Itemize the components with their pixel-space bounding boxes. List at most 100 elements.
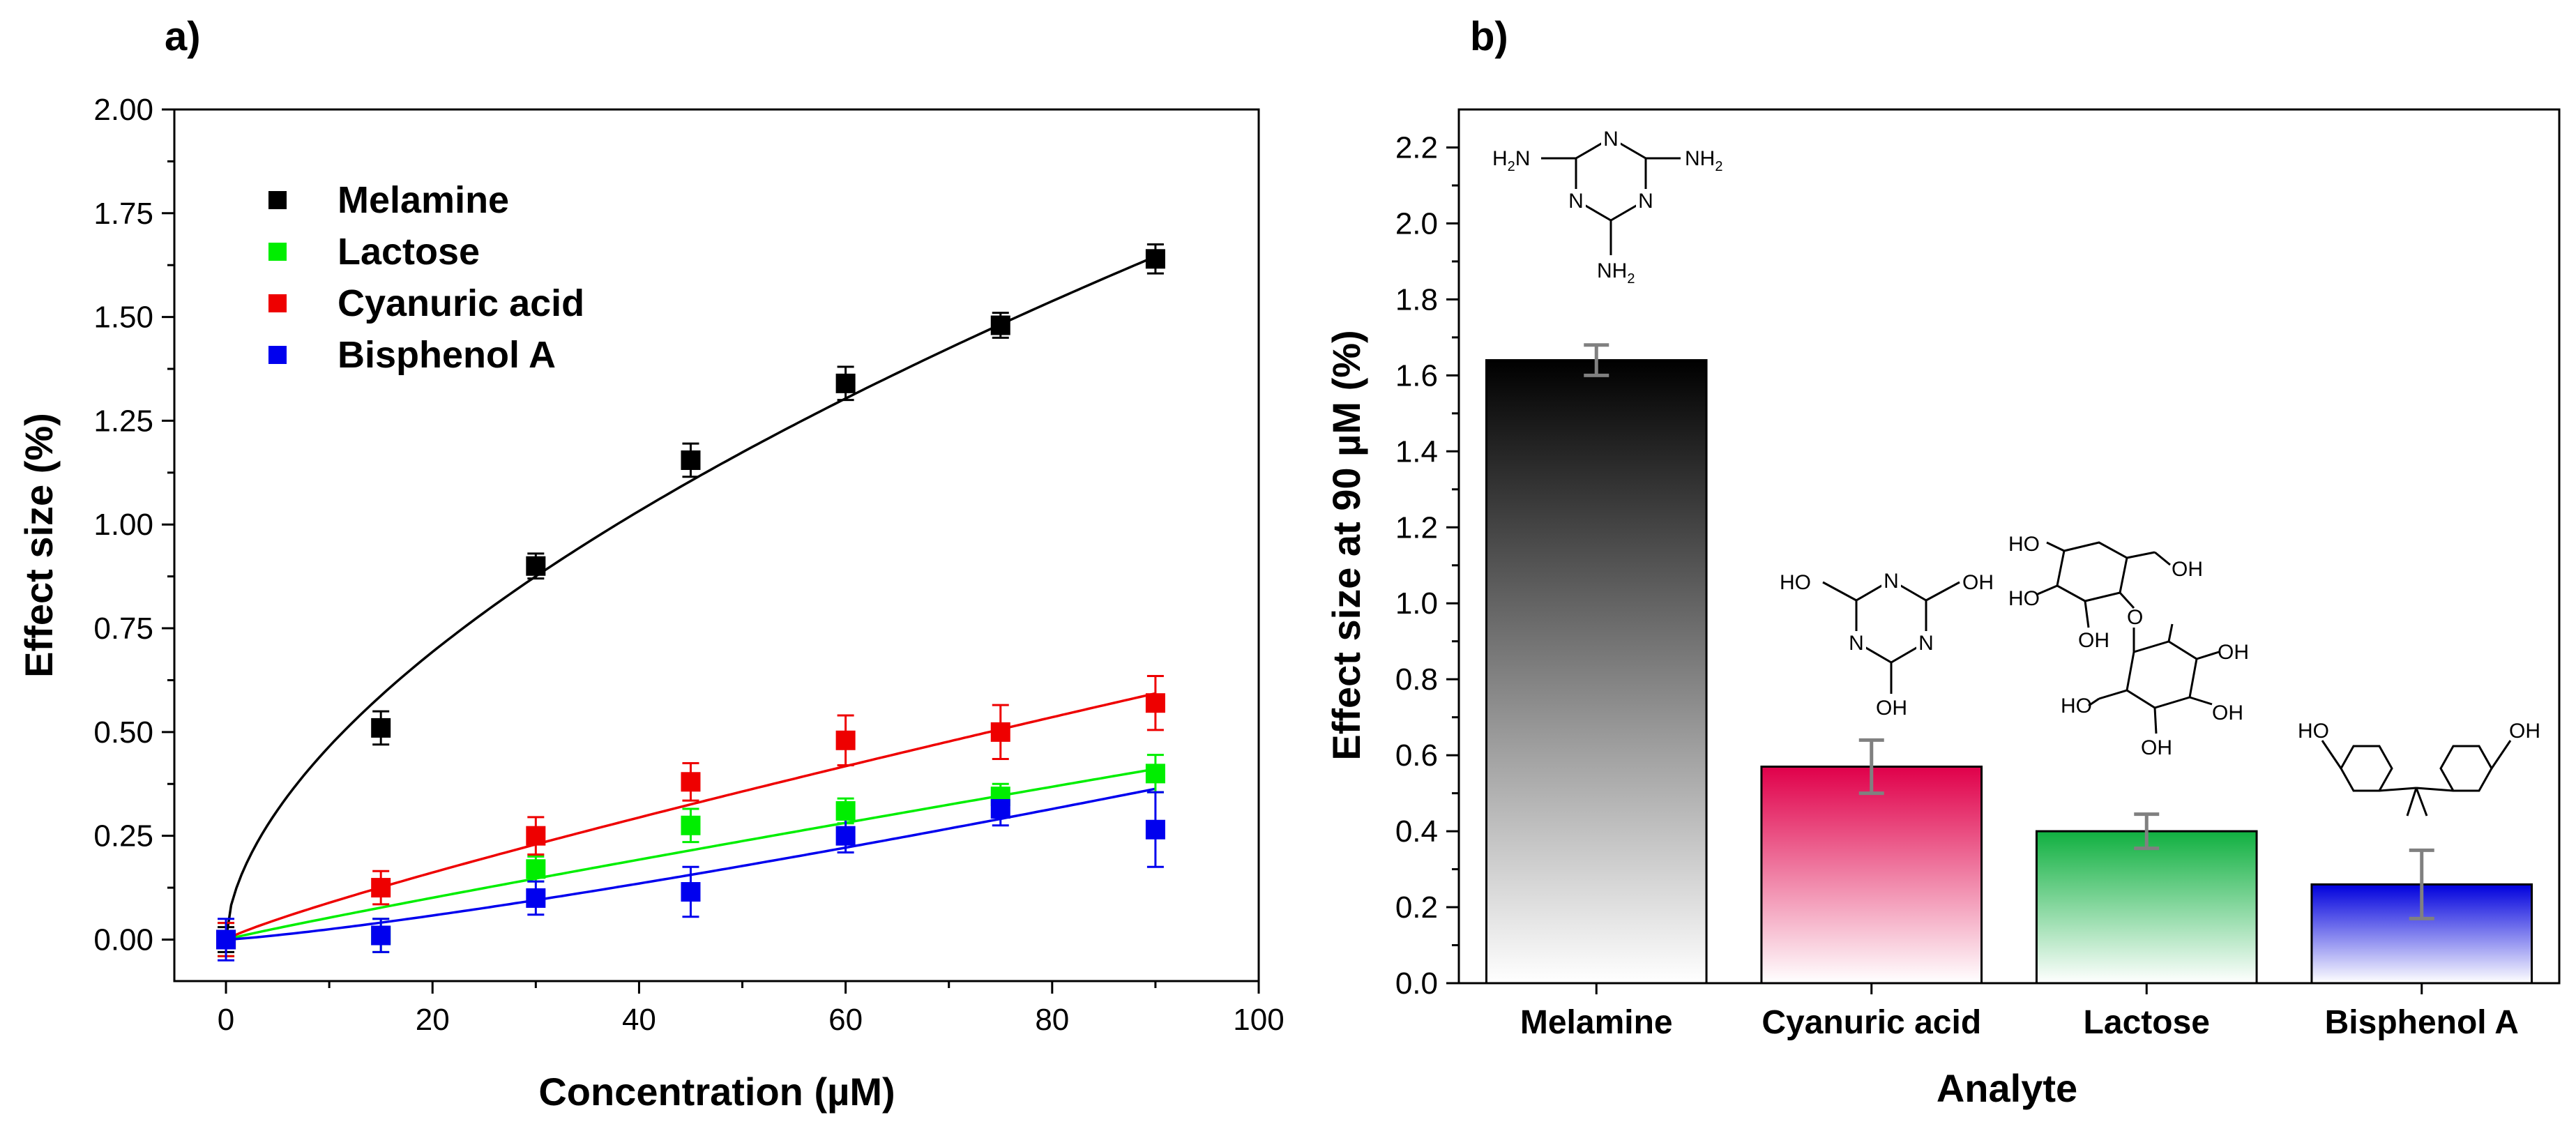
lactose-oh-2: OH [2078, 629, 2109, 652]
panel-b-label: b) [1470, 14, 1508, 59]
x-tick-label-0: 0 [218, 1003, 234, 1037]
b-y-tick-label-5: 1.0 [1395, 586, 1438, 621]
point-melamine-30 [526, 556, 546, 576]
b-y-tick-label-10: 2.0 [1395, 206, 1438, 241]
bisphenol-a-atom-labels: HO OH [2298, 720, 2540, 743]
y-tick-label-2: 0.50 [93, 715, 153, 750]
panel-a: a) 0 20 40 60 80 100 0.00 0.25 0.50 0.75 1.00 1.25 1… [17, 14, 1285, 1114]
legend-marker-bisphenol-a [268, 346, 287, 364]
melamine-ring-n-top: N [1603, 128, 1619, 151]
y-tick-label-7: 1.75 [93, 197, 153, 231]
b-y-tick-label-2: 0.4 [1395, 814, 1438, 849]
cyanuric-acid-atom-labels: N N N HO OH OH [1780, 569, 1994, 720]
point-lactose-90 [1145, 764, 1165, 784]
lactose-oh-1: OH [2172, 558, 2203, 581]
melamine-structure [1541, 137, 1681, 255]
panel-a-data-points [216, 249, 1165, 950]
b-y-tick-label-8: 1.6 [1395, 358, 1438, 393]
y-tick-label-5: 1.25 [93, 404, 153, 438]
cyanuric-oh-right: OH [1962, 571, 1994, 594]
bar-cyanuric-acid [1760, 765, 1983, 985]
point-bisphenol-a-90 [1145, 819, 1165, 840]
b-y-tick-label-0: 0.0 [1395, 966, 1438, 1001]
panel-b: b) 0.0 0.2 0.4 0.6 0.8 1.0 1.2 1.4 1.6 1.8 2.0 2.2 M… [1324, 14, 2561, 1110]
point-bisphenol-a-0 [216, 929, 236, 950]
melamine-ring-n-right: N [1638, 190, 1653, 213]
bar-melamine [1485, 359, 1708, 985]
point-cyanuric-acid-75 [990, 722, 1010, 742]
legend-marker-cyanuric-acid [268, 294, 287, 312]
panel-b-y-axis-title: Effect size at 90 µM (%) [1324, 330, 1368, 760]
cyanuric-ring-n-right: N [1918, 632, 1934, 655]
panel-b-bars [1485, 359, 2533, 985]
b-y-tick-label-9: 1.8 [1395, 282, 1438, 317]
point-melamine-60 [835, 373, 856, 393]
cyanuric-acid-structure [1822, 579, 1960, 694]
x-tick-label-80: 80 [1035, 1003, 1069, 1037]
point-bisphenol-a-45 [681, 882, 701, 902]
panel-a-plot-frame [173, 108, 1260, 982]
bar-lactose [2035, 830, 2258, 985]
y-tick-label-0: 0.00 [93, 923, 153, 957]
legend-label-bisphenol-a: Bisphenol A [338, 334, 556, 376]
x-tick-label-40: 40 [622, 1003, 656, 1037]
cyanuric-oh-bottom: OH [1876, 697, 1907, 720]
cyanuric-ring-n-left: N [1849, 632, 1864, 655]
lactose-oh-5: OH [2141, 736, 2172, 759]
panel-b-ticks: 0.0 0.2 0.4 0.6 0.8 1.0 1.2 1.4 1.6 1.8 2.0 2.2 Mela… [1395, 130, 2519, 1041]
melamine-nh2-bottom: NH2 [1597, 259, 1635, 287]
b-y-tick-label-6: 1.2 [1395, 510, 1438, 545]
panel-a-label: a) [165, 14, 201, 59]
x-tick-label-100: 100 [1233, 1003, 1284, 1037]
legend-label-cyanuric-acid: Cyanuric acid [338, 282, 584, 324]
bar-error-lactose [2134, 812, 2160, 851]
point-bisphenol-a-60 [835, 826, 856, 846]
legend-marker-melamine [268, 191, 287, 209]
point-melamine-15 [371, 718, 391, 738]
b-y-tick-label-3: 0.6 [1395, 738, 1438, 773]
melamine-h2n-left: H2N [1492, 147, 1530, 174]
lactose-ho-1: HO [2008, 533, 2040, 556]
bar-error-cyanuric-acid [1858, 738, 1884, 796]
y-tick-label-4: 1.00 [93, 508, 153, 542]
lactose-oh-3: OH [2218, 641, 2249, 664]
category-label-cyanuric-acid: Cyanuric acid [1761, 1004, 1981, 1041]
lactose-ho-3: HO [2061, 694, 2092, 718]
point-bisphenol-a-75 [990, 798, 1010, 819]
lactose-o-1: O [2127, 606, 2143, 629]
cyanuric-ring-n-top: N [1884, 570, 1899, 593]
bar-error-melamine [1584, 343, 1609, 377]
point-melamine-45 [681, 450, 701, 470]
point-lactose-45 [681, 815, 701, 835]
y-tick-label-1: 0.25 [93, 819, 153, 853]
point-lactose-30 [526, 859, 546, 879]
y-tick-label-3: 0.75 [93, 612, 153, 646]
panel-a-legend: Melamine Lactose Cyanuric acid Bisphenol… [268, 179, 584, 376]
panel-b-plot-frame [1457, 108, 2561, 985]
lactose-oh-4: OH [2212, 701, 2243, 724]
legend-label-melamine: Melamine [338, 179, 509, 221]
point-cyanuric-acid-60 [835, 730, 856, 750]
category-label-bisphenol-a: Bisphenol A [2325, 1004, 2519, 1041]
point-lactose-60 [835, 800, 856, 821]
panel-a-ticks: 0 20 40 60 80 100 0.00 0.25 0.50 0.75 1.00 1.25 1.50… [93, 93, 1284, 1037]
point-melamine-90 [1145, 249, 1165, 269]
legend-marker-lactose [268, 243, 287, 261]
melamine-atom-labels: N N N H2N NH2 NH2 [1492, 127, 1722, 287]
b-y-tick-label-11: 2.2 [1395, 130, 1438, 165]
panel-a-y-axis-title: Effect size (%) [17, 413, 61, 678]
panel-b-x-axis-title: Analyte [1937, 1066, 2077, 1110]
point-bisphenol-a-15 [371, 925, 391, 946]
y-tick-label-6: 1.50 [93, 301, 153, 335]
point-cyanuric-acid-30 [526, 826, 546, 846]
b-y-tick-label-7: 1.4 [1395, 434, 1438, 469]
bisphenol-ho-left: HO [2298, 720, 2329, 743]
lactose-ho-2: HO [2008, 587, 2040, 610]
point-cyanuric-acid-45 [681, 772, 701, 792]
melamine-nh2-right: NH2 [1685, 147, 1722, 174]
legend-label-lactose: Lactose [338, 231, 480, 273]
point-cyanuric-acid-90 [1145, 693, 1165, 713]
category-label-lactose: Lactose [2084, 1004, 2210, 1041]
x-tick-label-60: 60 [828, 1003, 863, 1037]
